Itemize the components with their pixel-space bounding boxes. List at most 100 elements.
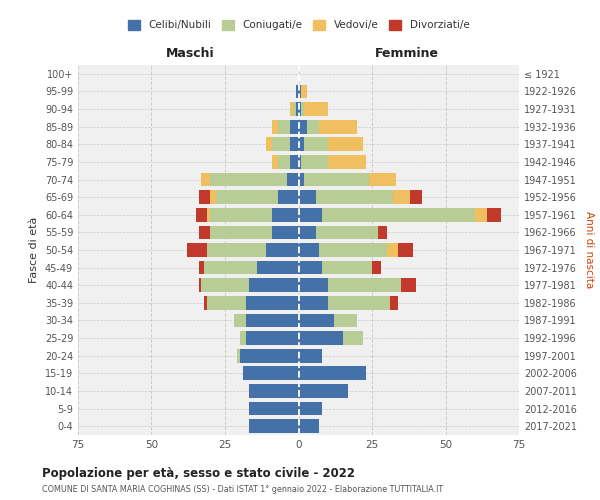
Bar xyxy=(290,102,293,116)
Text: Popolazione per età, sesso e stato civile - 2022: Popolazione per età, sesso e stato civil… xyxy=(42,468,355,480)
Bar xyxy=(299,155,301,169)
Bar xyxy=(296,102,299,116)
Bar xyxy=(328,138,363,151)
Bar xyxy=(245,296,299,310)
Bar xyxy=(278,155,290,169)
Bar xyxy=(199,190,210,204)
Bar xyxy=(299,260,322,274)
Bar xyxy=(328,155,366,169)
Bar xyxy=(199,260,205,274)
Bar xyxy=(299,296,328,310)
Bar xyxy=(278,120,290,134)
Bar xyxy=(299,278,328,292)
Bar xyxy=(272,138,290,151)
Bar xyxy=(301,155,328,169)
Bar xyxy=(199,226,210,239)
Bar xyxy=(398,243,413,257)
Bar xyxy=(299,138,304,151)
Bar xyxy=(299,420,319,433)
Bar xyxy=(202,278,248,292)
Bar xyxy=(299,226,316,239)
Bar xyxy=(410,190,422,204)
Bar xyxy=(211,190,216,204)
Bar xyxy=(208,296,245,310)
Bar xyxy=(316,226,378,239)
Bar xyxy=(240,349,299,362)
Y-axis label: Anni di nascita: Anni di nascita xyxy=(584,212,593,288)
Bar xyxy=(387,243,398,257)
Bar xyxy=(299,84,301,98)
Bar xyxy=(240,331,245,345)
Bar xyxy=(299,208,322,222)
Bar xyxy=(304,172,369,186)
Bar xyxy=(293,102,296,116)
Bar xyxy=(372,260,381,274)
Bar xyxy=(299,190,316,204)
Bar xyxy=(272,120,278,134)
Bar xyxy=(301,84,307,98)
Bar xyxy=(487,208,502,222)
Bar xyxy=(234,314,245,328)
Bar xyxy=(196,208,208,222)
Bar xyxy=(248,402,299,415)
Bar xyxy=(216,190,278,204)
Bar xyxy=(319,243,387,257)
Bar xyxy=(299,243,319,257)
Bar xyxy=(187,243,208,257)
Bar xyxy=(205,296,208,310)
Bar xyxy=(248,384,299,398)
Bar xyxy=(299,384,349,398)
Bar xyxy=(322,260,372,274)
Bar xyxy=(299,349,322,362)
Bar xyxy=(316,190,392,204)
Text: COMUNE DI SANTA MARIA COGHINAS (SS) - Dati ISTAT 1° gennaio 2022 - Elaborazione : COMUNE DI SANTA MARIA COGHINAS (SS) - Da… xyxy=(42,485,443,494)
Bar xyxy=(290,120,299,134)
Bar xyxy=(257,260,299,274)
Y-axis label: Fasce di età: Fasce di età xyxy=(29,217,39,283)
Bar xyxy=(343,331,363,345)
Bar xyxy=(378,226,387,239)
Bar xyxy=(248,420,299,433)
Text: Femmine: Femmine xyxy=(375,46,439,60)
Bar xyxy=(299,102,301,116)
Bar xyxy=(389,296,398,310)
Bar xyxy=(211,172,287,186)
Bar xyxy=(208,208,210,222)
Bar xyxy=(272,208,299,222)
Bar xyxy=(299,331,343,345)
Bar xyxy=(278,190,299,204)
Bar xyxy=(245,314,299,328)
Bar xyxy=(334,314,357,328)
Bar xyxy=(328,278,401,292)
Bar xyxy=(392,190,410,204)
Bar xyxy=(475,208,487,222)
Bar xyxy=(304,138,328,151)
Bar xyxy=(237,349,240,362)
Bar xyxy=(299,366,366,380)
Bar xyxy=(202,172,210,186)
Bar xyxy=(266,138,272,151)
Legend: Celibi/Nubili, Coniugati/e, Vedovi/e, Divorziati/e: Celibi/Nubili, Coniugati/e, Vedovi/e, Di… xyxy=(128,20,469,30)
Text: Maschi: Maschi xyxy=(166,46,214,60)
Bar xyxy=(199,278,202,292)
Bar xyxy=(272,155,278,169)
Bar xyxy=(299,314,334,328)
Bar xyxy=(369,172,395,186)
Bar xyxy=(401,278,416,292)
Bar xyxy=(301,102,304,116)
Bar xyxy=(208,243,266,257)
Bar xyxy=(287,172,299,186)
Bar xyxy=(211,208,272,222)
Bar xyxy=(296,84,299,98)
Bar xyxy=(248,278,299,292)
Bar xyxy=(299,120,307,134)
Bar xyxy=(299,172,304,186)
Bar xyxy=(307,120,319,134)
Bar xyxy=(328,296,389,310)
Bar xyxy=(272,226,299,239)
Bar xyxy=(319,120,358,134)
Bar xyxy=(290,138,299,151)
Bar xyxy=(242,366,299,380)
Bar xyxy=(266,243,299,257)
Bar xyxy=(304,102,328,116)
